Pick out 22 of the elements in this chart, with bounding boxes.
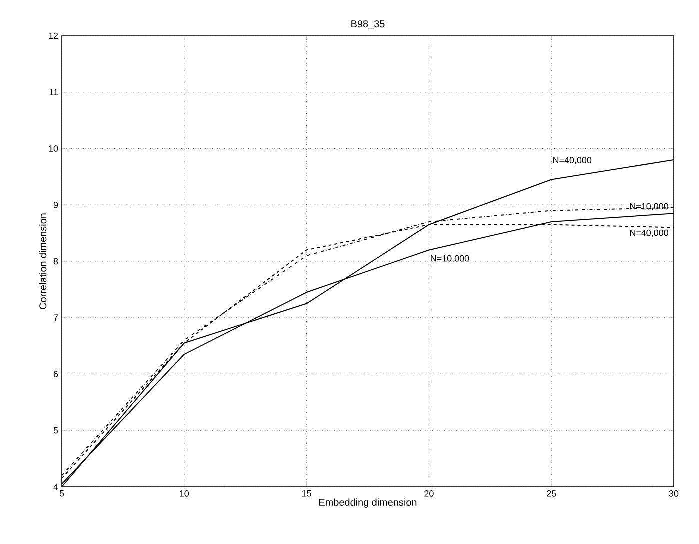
y-tick-label: 5: [54, 427, 58, 434]
y-tick-label: 4: [54, 484, 58, 490]
x-tick-label: 30: [669, 490, 679, 497]
series-label: N=40,000: [630, 230, 668, 238]
chart-title: B98_35: [352, 20, 385, 30]
y-tick-label: 8: [54, 258, 58, 265]
series-label: N=10,000: [630, 203, 668, 211]
x-tick-label: 15: [302, 490, 312, 497]
y-tick-label: 6: [54, 371, 58, 378]
y-tick-label: 9: [54, 202, 58, 208]
y-axis-title: Correlation dimension: [39, 214, 47, 310]
x-tick-label: 25: [547, 490, 556, 497]
x-tick-label: 5: [60, 490, 64, 497]
series-label: N=10,000: [431, 255, 470, 263]
y-tick-label: 12: [49, 32, 58, 40]
x-tick-label: 20: [424, 490, 434, 497]
series-label: N=40,000: [554, 157, 592, 165]
y-tick-label: 7: [54, 314, 58, 321]
y-tick-label: 10: [49, 146, 58, 152]
x-axis-title: Embedding dimension: [320, 498, 417, 508]
y-tick-label: 11: [50, 89, 58, 96]
x-tick-label: 10: [180, 490, 190, 497]
